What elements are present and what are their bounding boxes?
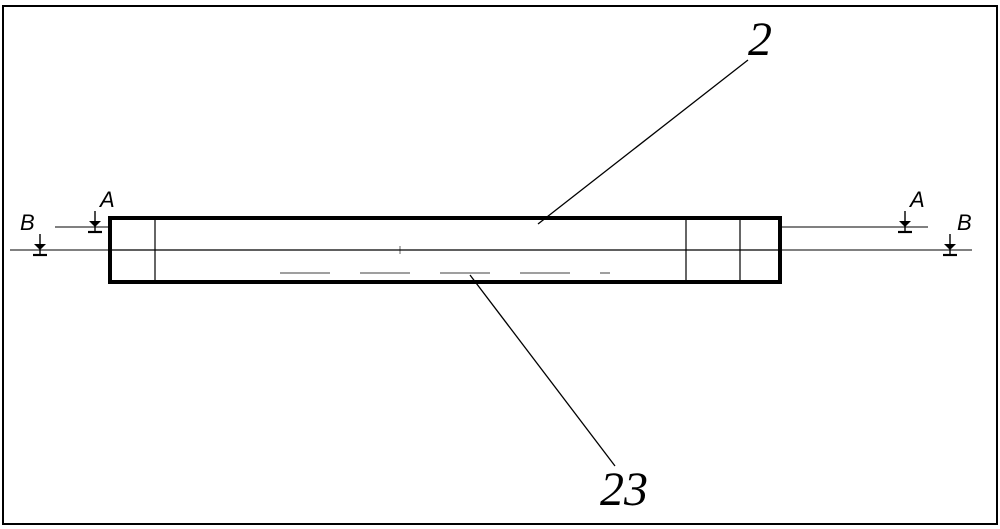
section-label: B (20, 210, 35, 235)
callout-number: 23 (600, 463, 648, 516)
section-label: A (908, 187, 925, 212)
section-label: A (98, 187, 115, 212)
shaft-body (110, 218, 780, 282)
section-label: B (957, 210, 972, 235)
section-mark: B (943, 210, 972, 255)
callout-number: 2 (748, 13, 772, 66)
engineering-drawing: A A B B 2 23 (0, 0, 1000, 529)
section-mark: B (20, 210, 47, 255)
section-mark: A (898, 187, 925, 232)
